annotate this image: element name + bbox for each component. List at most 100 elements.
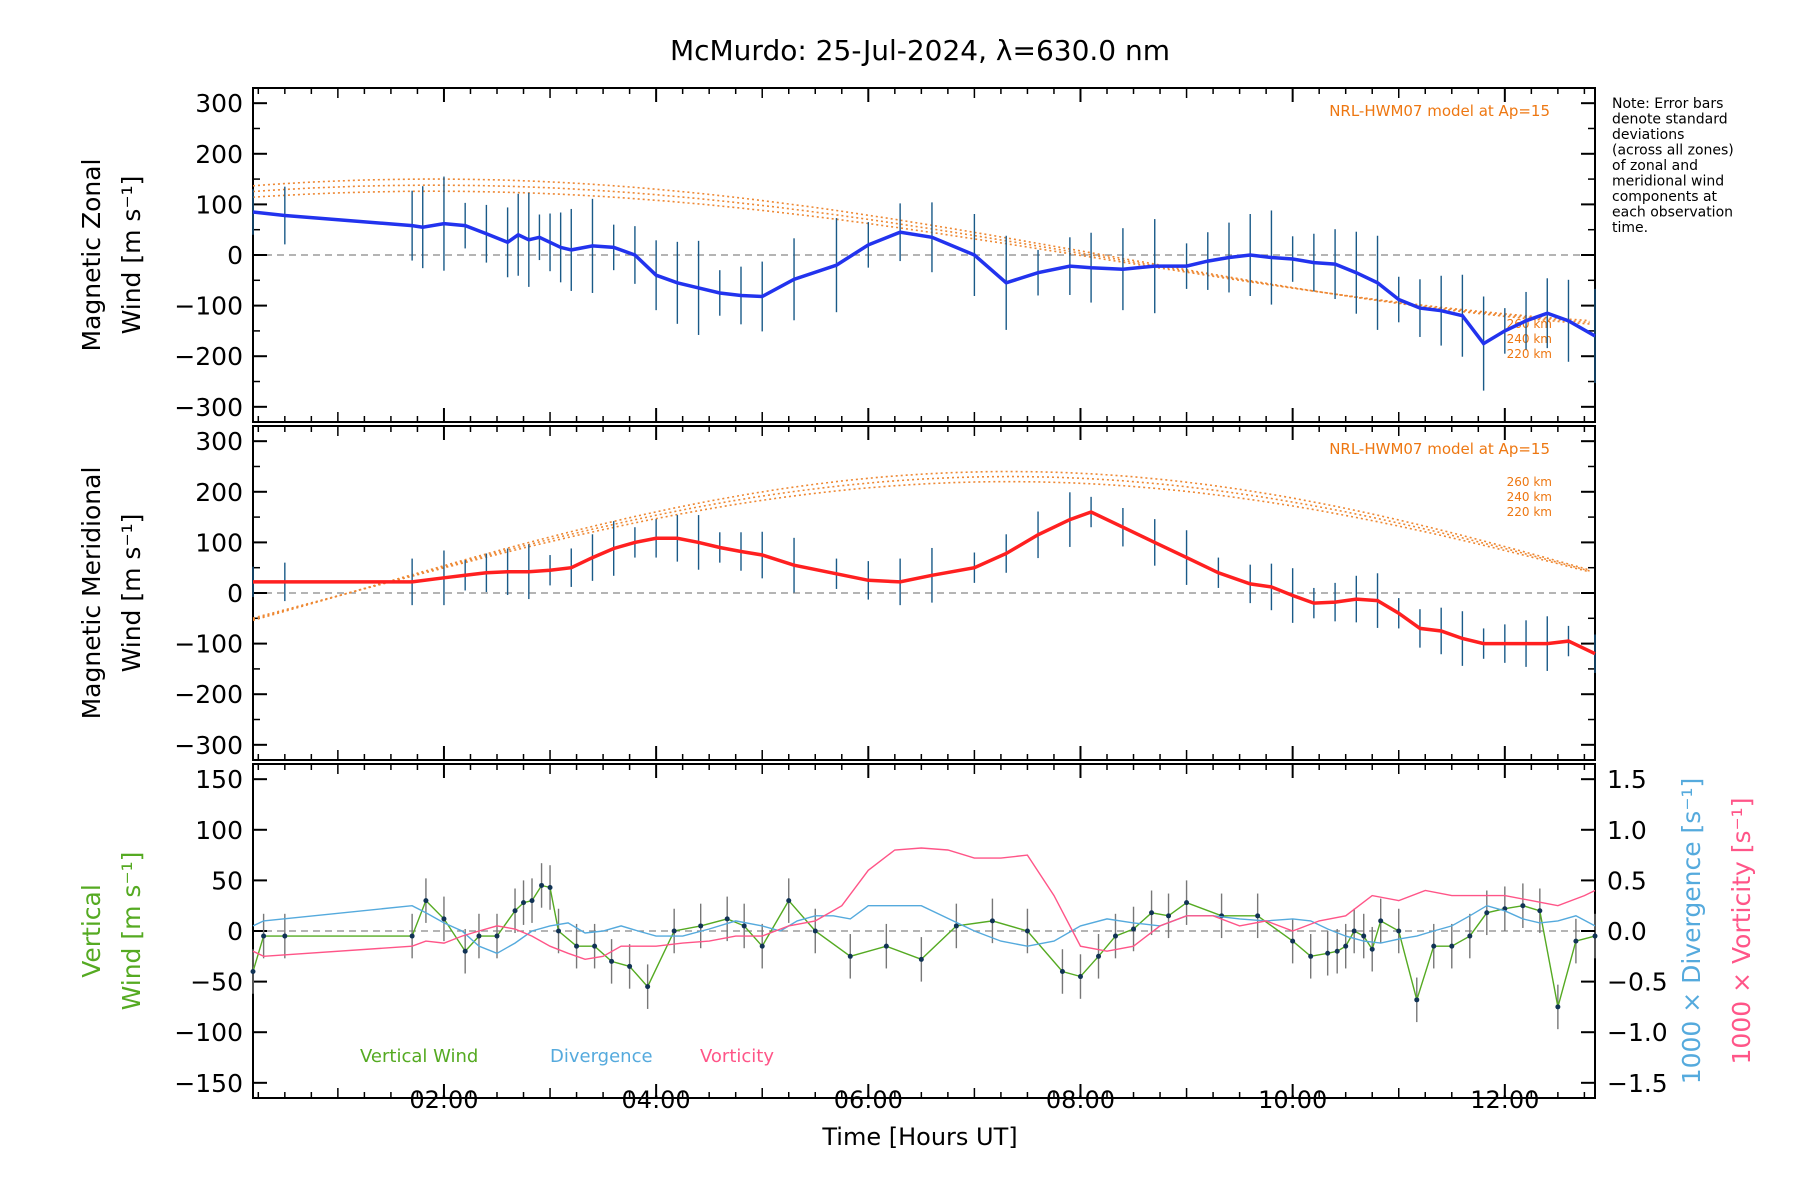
data-point — [989, 918, 995, 924]
model-label: NRL-HWM07 model at Ap=15 — [1329, 440, 1550, 458]
data-point — [627, 963, 633, 969]
data-point — [698, 923, 704, 929]
data-point — [1378, 918, 1384, 924]
series-line-divergence — [252, 904, 1596, 955]
chart-title: McMurdo: 25-Jul-2024, λ=630.0 nm — [670, 34, 1170, 67]
data-point — [1077, 974, 1083, 980]
data-point — [918, 956, 924, 962]
data-point — [556, 928, 562, 934]
data-point — [1537, 908, 1543, 914]
data-point — [1431, 943, 1437, 949]
y-tick-label: 100 — [195, 816, 243, 845]
y-tick-label: 150 — [195, 765, 243, 794]
data-point — [953, 923, 959, 929]
data-point — [1166, 913, 1172, 919]
data-point — [250, 968, 256, 974]
series-line-vorticity — [252, 847, 1596, 961]
y-tick-label: 100 — [195, 190, 243, 219]
x-axis-label: Time [Hours UT] — [821, 1123, 1017, 1151]
series-line-vertical-wind — [252, 884, 1596, 1008]
data-point — [1096, 953, 1102, 959]
y-tick-label: 0 — [227, 241, 243, 270]
data-point — [547, 884, 553, 890]
y-tick-label: −300 — [174, 731, 243, 760]
model-altitude-label: 260 km — [1507, 475, 1552, 489]
note-line: Note: Error bars — [1612, 96, 1723, 112]
y-tick-label: −50 — [190, 968, 243, 997]
model-curve — [252, 184, 1590, 324]
y-axis-label: Magnetic Meridional — [77, 467, 106, 720]
x-tick-label: 06:00 — [834, 1086, 903, 1114]
y2-tick-label: 0.0 — [1607, 917, 1647, 946]
data-point — [476, 933, 482, 939]
data-point — [812, 928, 818, 934]
data-point — [462, 948, 468, 954]
y2-axis-label-divergence: 1000 × Divergence [s⁻¹] — [1677, 778, 1706, 1085]
model-curve — [252, 480, 1590, 619]
model-curve — [252, 178, 1590, 325]
y-tick-label: −300 — [174, 393, 243, 422]
y-tick-label: −100 — [174, 630, 243, 659]
data-point — [521, 900, 527, 906]
y2-tick-label: −0.5 — [1607, 968, 1668, 997]
note-line: time. — [1612, 220, 1648, 236]
model-label: NRL-HWM07 model at Ap=15 — [1329, 102, 1550, 120]
legend-label: Vorticity — [700, 1046, 774, 1067]
data-point — [539, 882, 545, 888]
data-point — [1343, 943, 1349, 949]
data-point — [1449, 943, 1455, 949]
data-point — [883, 943, 889, 949]
data-point — [261, 933, 267, 939]
plot-layer: −300 −200 −100 0 100 200 300 Magnetic Zonal Wind… — [77, 87, 1756, 1114]
data-point — [1467, 933, 1473, 939]
x-tick-label: 10:00 — [1258, 1086, 1327, 1114]
model-altitude-label: 220 km — [1507, 347, 1552, 361]
data-point — [1059, 968, 1065, 974]
data-point — [592, 943, 598, 949]
data-point — [671, 928, 677, 934]
y2-tick-label: 1.0 — [1607, 816, 1647, 845]
data-point — [494, 933, 500, 939]
note-line: components at — [1612, 189, 1718, 205]
model-altitude-label: 260 km — [1507, 317, 1552, 331]
note-line: each observation — [1612, 205, 1733, 221]
y-tick-label: −200 — [174, 680, 243, 709]
data-point — [1396, 928, 1402, 934]
y-tick-label: 200 — [195, 478, 243, 507]
data-point — [1255, 913, 1261, 919]
data-point — [1414, 997, 1420, 1003]
data-point — [759, 943, 765, 949]
data-point — [645, 984, 651, 990]
data-point — [724, 916, 730, 922]
y2-axis-label-vorticity: 1000 × Vorticity [s⁻¹] — [1727, 798, 1756, 1065]
x-tick-label: 02:00 — [409, 1086, 478, 1114]
y-tick-label: −200 — [174, 342, 243, 371]
data-point — [423, 898, 429, 904]
y2-tick-label: 1.5 — [1607, 765, 1647, 794]
data-point — [1325, 950, 1331, 956]
data-point — [1184, 900, 1190, 906]
note-line: deviations — [1612, 127, 1684, 143]
data-point — [441, 916, 447, 922]
series-line — [252, 210, 1596, 346]
data-point — [1573, 938, 1579, 944]
y-tick-label: −150 — [174, 1069, 243, 1098]
data-point — [574, 943, 580, 949]
data-point — [1369, 946, 1375, 952]
y-tick-label: 200 — [195, 140, 243, 169]
note-line: denote standard — [1612, 112, 1728, 128]
y-axis-label: Wind [m s⁻¹] — [117, 852, 146, 1011]
model-curve — [252, 470, 1590, 622]
model-curve — [252, 475, 1590, 620]
y-tick-label: 100 — [195, 528, 243, 557]
model-curve — [252, 190, 1590, 322]
x-tick-label: 12:00 — [1470, 1086, 1539, 1114]
data-point — [847, 953, 853, 959]
x-tick-label: 08:00 — [1046, 1086, 1115, 1114]
series-line — [253, 510, 1596, 656]
legend-label: Divergence — [550, 1046, 653, 1067]
data-point — [1351, 928, 1357, 934]
